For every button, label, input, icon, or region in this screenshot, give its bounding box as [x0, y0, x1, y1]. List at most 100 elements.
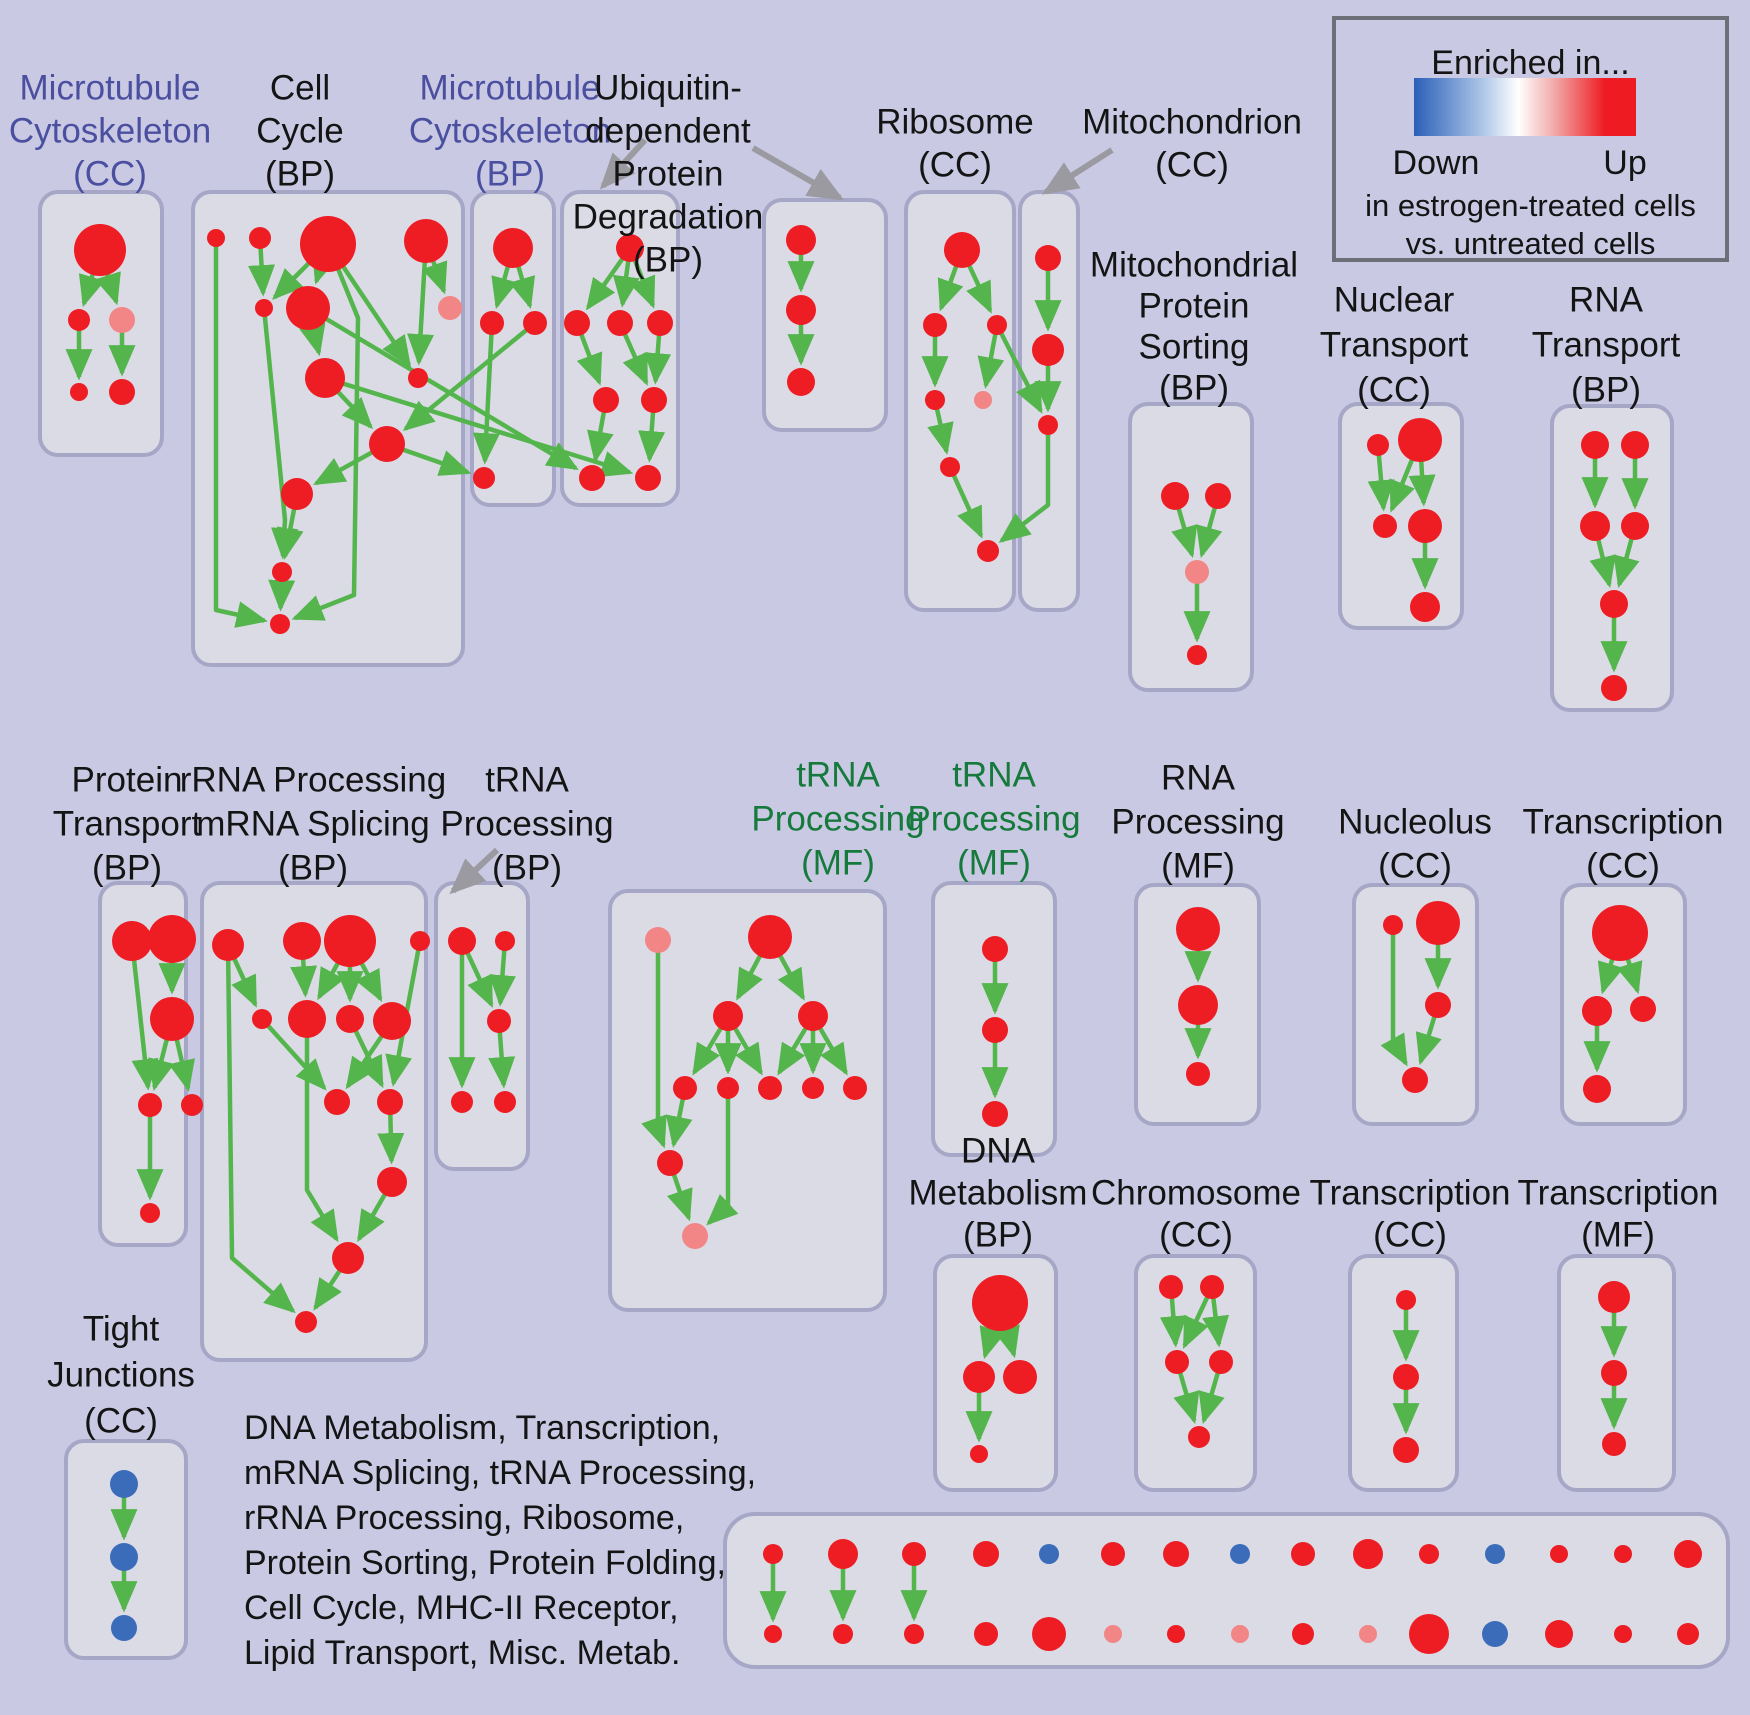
gene-node-red — [593, 387, 619, 413]
cluster-box-mixed-functions — [723, 1512, 1730, 1669]
gene-node-pink — [1185, 560, 1209, 584]
gene-node-red — [272, 562, 292, 582]
gene-node-red — [1393, 1364, 1419, 1390]
gene-node-red — [1188, 1426, 1210, 1448]
gene-node-red — [902, 1542, 926, 1566]
gene-node-red — [487, 1009, 511, 1033]
gene-node-red — [1545, 1620, 1573, 1648]
gene-node-blue — [1230, 1544, 1250, 1564]
cluster-label-line: DNA — [961, 1132, 1036, 1171]
gene-node-red — [1614, 1625, 1632, 1643]
gene-node-red — [408, 368, 428, 388]
cluster-label-line: Metabolism — [909, 1174, 1088, 1213]
gene-node-red — [1601, 1360, 1627, 1386]
gene-node-pink — [1231, 1625, 1249, 1643]
gene-node-red — [987, 315, 1007, 335]
cluster-label-line: Tight — [83, 1310, 160, 1349]
gene-node-red — [1601, 675, 1627, 701]
gene-node-red — [369, 426, 405, 462]
gene-node-red — [1159, 1275, 1183, 1299]
gene-node-red — [970, 1445, 988, 1463]
cluster-label-line: (CC) — [1378, 847, 1452, 886]
gene-node-red — [1291, 1542, 1315, 1566]
gene-node-red — [786, 295, 816, 325]
gene-node-red — [70, 383, 88, 401]
cluster-label-line: Protein — [72, 761, 183, 800]
legend-down-label: Down — [1392, 144, 1480, 182]
gene-node-red — [495, 931, 515, 951]
gene-node-red — [616, 234, 644, 262]
cluster-label-line: Nucleolus — [1338, 803, 1492, 842]
gene-node-red — [673, 1076, 697, 1100]
gene-node-red — [1674, 1540, 1702, 1568]
edge-arrow — [324, 375, 634, 478]
gene-node-red — [1038, 415, 1058, 435]
gene-node-red — [1003, 1360, 1037, 1394]
gene-node-red — [249, 227, 271, 249]
gene-node-red — [802, 1077, 824, 1099]
gene-node-red — [1621, 512, 1649, 540]
cluster-box-chromosome — [1134, 1254, 1257, 1492]
gene-node-red — [982, 1017, 1008, 1043]
gene-node-red — [904, 1624, 924, 1644]
gene-node-red — [982, 1101, 1008, 1127]
label-pointer-arrow — [1041, 147, 1114, 195]
gene-node-red — [480, 311, 504, 335]
gene-node-red — [579, 465, 605, 491]
gene-node-red — [1165, 1350, 1189, 1374]
gene-node-red — [1416, 901, 1460, 945]
cluster-label-line: Cytoskeleton — [9, 112, 211, 151]
cluster-label-line: Transcription — [1310, 1174, 1511, 1213]
cluster-label-line: mRNA Splicing — [196, 805, 429, 844]
edge-arrow — [304, 1019, 339, 1243]
legend-up-label: Up — [1603, 144, 1647, 182]
cluster-label-line: Cycle — [256, 112, 344, 151]
gene-node-red — [212, 929, 244, 961]
gene-node-red — [713, 1001, 743, 1031]
gene-node-red — [74, 224, 126, 276]
gene-node-red — [1186, 1062, 1210, 1086]
gene-node-pink — [1104, 1625, 1122, 1643]
cluster-label-line: (BP) — [265, 155, 335, 194]
caption-line: Protein Sorting, Protein Folding, — [244, 1544, 726, 1582]
cluster-box-dna-metabolism — [933, 1254, 1058, 1492]
gene-node-red — [1583, 1075, 1611, 1103]
cluster-label-line: (MF) — [1161, 847, 1235, 886]
gene-node-red — [1677, 1623, 1699, 1645]
gene-node-red — [1419, 1544, 1439, 1564]
gene-node-red — [973, 1541, 999, 1567]
cluster-label-line: Processing — [440, 805, 613, 844]
cluster-label-line: Chromosome — [1091, 1174, 1301, 1213]
gene-node-red — [112, 921, 152, 961]
cluster-label-line: tRNA — [485, 761, 569, 800]
label-pointer-arrow — [449, 847, 500, 895]
gene-node-red — [324, 1089, 350, 1115]
cluster-box-ubiquitin-chain — [762, 198, 888, 432]
gene-node-red — [68, 309, 90, 331]
gene-node-red — [657, 1150, 683, 1176]
edge-arrow — [260, 1017, 327, 1091]
gene-node-red — [181, 1094, 203, 1116]
cluster-label-line: Transcription — [1523, 803, 1724, 842]
cluster-label-line: (MF) — [957, 844, 1031, 883]
edge-arrow — [291, 243, 361, 621]
gene-node-blue — [110, 1543, 138, 1571]
cluster-label-line: Junctions — [47, 1356, 195, 1395]
gene-node-red — [1032, 1617, 1066, 1651]
gene-node-red — [940, 457, 960, 477]
cluster-label-line: Degradation — [573, 198, 764, 237]
cluster-label-line: Protein — [613, 155, 724, 194]
gene-node-red — [140, 1203, 160, 1223]
gene-node-red — [1600, 590, 1628, 618]
gene-node-red — [641, 387, 667, 413]
edge-arrow — [225, 944, 296, 1314]
gene-node-red — [448, 927, 476, 955]
gene-node-red — [1101, 1542, 1125, 1566]
gene-node-red — [270, 614, 290, 634]
cluster-label-line: (CC) — [1155, 146, 1229, 185]
gene-node-red — [1630, 996, 1656, 1022]
edge-arrow — [213, 238, 268, 628]
cluster-box-trna-mf-1 — [608, 889, 887, 1312]
gene-node-red — [295, 1311, 317, 1333]
gene-node-red — [717, 1077, 739, 1099]
